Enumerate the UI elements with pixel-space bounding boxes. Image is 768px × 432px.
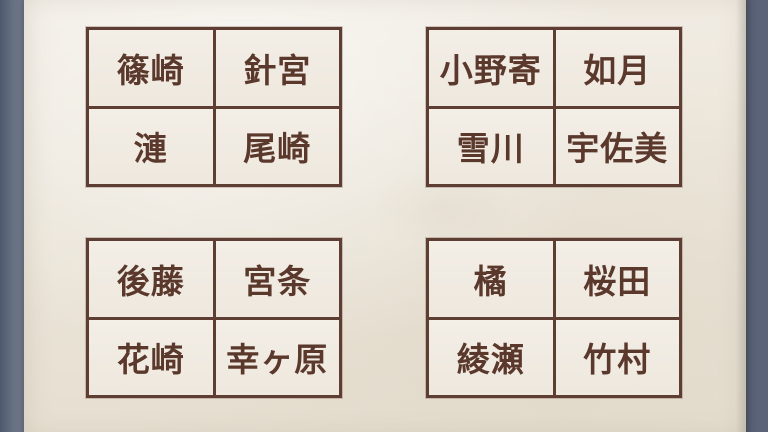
name-label: 如月 bbox=[583, 50, 652, 90]
name-label: 宇佐美 bbox=[566, 129, 669, 169]
name-cell[interactable]: 綾瀬 bbox=[429, 319, 553, 395]
name-label: 雪川 bbox=[456, 129, 525, 169]
name-grid-bottom-right: 橘 桜田 綾瀬 竹村 bbox=[426, 238, 682, 398]
name-cell[interactable]: 針宮 bbox=[215, 30, 339, 106]
name-label: 後藤 bbox=[116, 261, 185, 301]
name-label: 橘 bbox=[473, 261, 508, 301]
name-label: 尾崎 bbox=[243, 129, 312, 169]
paper-edge bbox=[736, 0, 746, 432]
name-cell[interactable]: 幸ヶ原 bbox=[215, 319, 339, 395]
name-cell[interactable]: 漣 bbox=[89, 108, 213, 184]
name-cell[interactable]: 宮条 bbox=[215, 241, 339, 317]
name-cell[interactable]: 宇佐美 bbox=[555, 108, 679, 184]
name-label: 篠崎 bbox=[116, 50, 185, 90]
name-grid-bottom-left: 後藤 宮条 花崎 幸ヶ原 bbox=[86, 238, 342, 398]
name-label: 桜田 bbox=[583, 261, 652, 301]
name-grid-top-left: 篠崎 針宮 漣 尾崎 bbox=[86, 27, 342, 187]
name-label: 小野寄 bbox=[439, 50, 542, 90]
name-cell[interactable]: 尾崎 bbox=[215, 108, 339, 184]
name-cell[interactable]: 後藤 bbox=[89, 241, 213, 317]
name-cell[interactable]: 雪川 bbox=[429, 108, 553, 184]
name-label: 幸ヶ原 bbox=[226, 340, 329, 380]
name-label: 竹村 bbox=[583, 340, 652, 380]
name-cell[interactable]: 如月 bbox=[555, 30, 679, 106]
name-grid-top-right: 小野寄 如月 雪川 宇佐美 bbox=[426, 27, 682, 187]
name-cell[interactable]: 篠崎 bbox=[89, 30, 213, 106]
name-cell[interactable]: 小野寄 bbox=[429, 30, 553, 106]
name-label: 宮条 bbox=[243, 261, 312, 301]
name-label: 綾瀬 bbox=[456, 340, 525, 380]
name-label: 花崎 bbox=[116, 340, 185, 380]
name-cell[interactable]: 花崎 bbox=[89, 319, 213, 395]
name-label: 針宮 bbox=[243, 50, 312, 90]
name-cell[interactable]: 桜田 bbox=[555, 241, 679, 317]
name-cell[interactable]: 橘 bbox=[429, 241, 553, 317]
name-cell[interactable]: 竹村 bbox=[555, 319, 679, 395]
name-label: 漣 bbox=[133, 129, 168, 169]
